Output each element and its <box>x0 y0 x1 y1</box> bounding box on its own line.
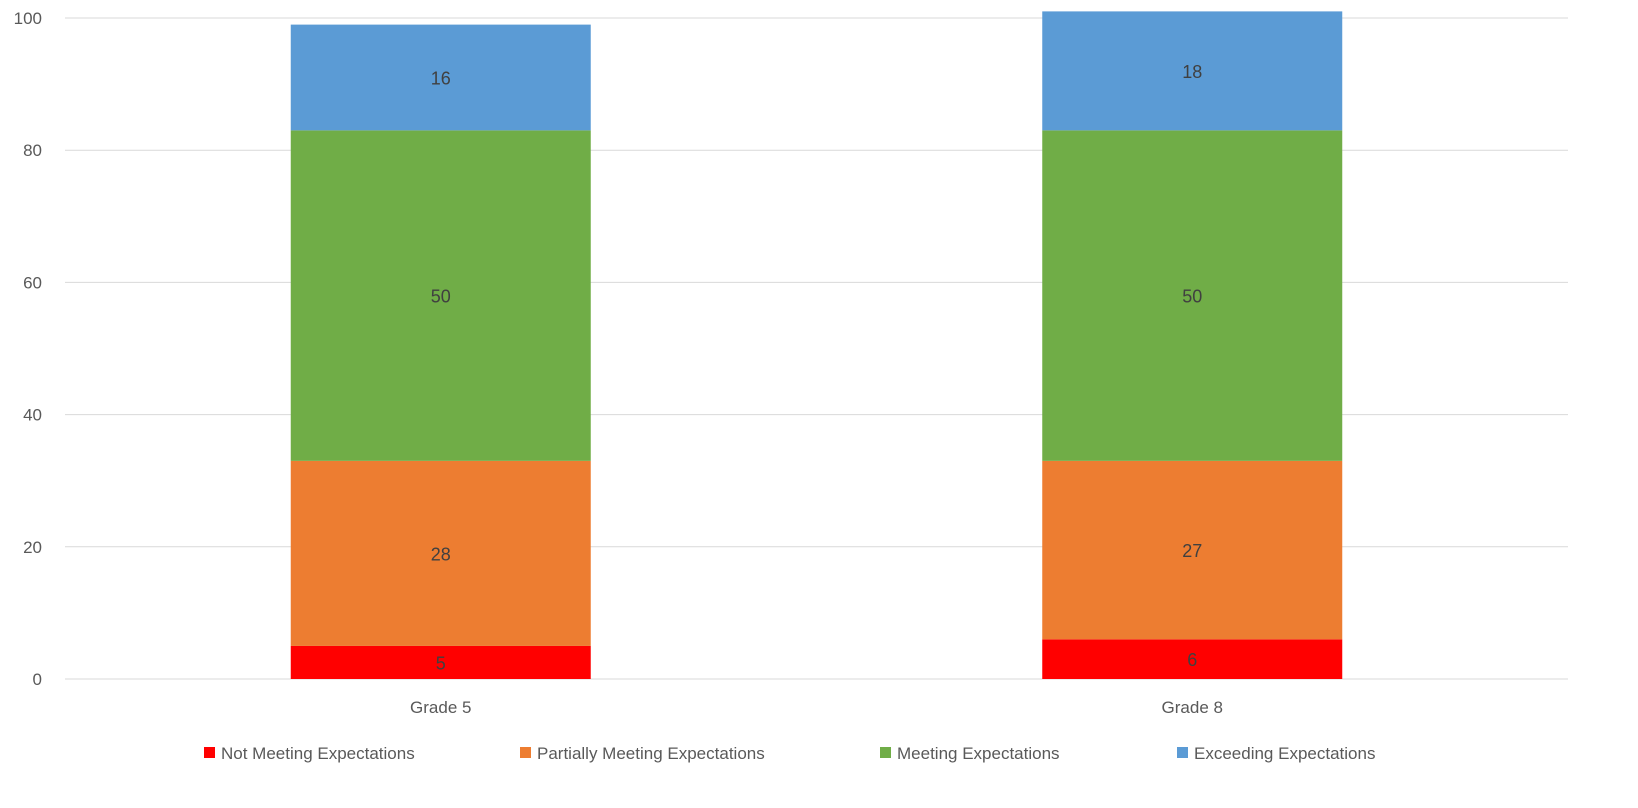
bar-segment <box>290 460 591 646</box>
data-label: 5 <box>436 653 446 673</box>
legend-swatch <box>204 747 215 758</box>
bar-segment <box>290 24 591 131</box>
y-tick-label: 20 <box>23 538 42 557</box>
legend: Not Meeting Expectations Partially Meetin… <box>204 744 1375 763</box>
y-tick-label: 60 <box>23 273 42 292</box>
legend-swatch <box>520 747 531 758</box>
y-tick-label: 100 <box>14 9 42 28</box>
data-label: 16 <box>431 68 451 88</box>
y-axis: 0 20 40 60 80 100 <box>14 9 42 689</box>
data-label: 28 <box>431 544 451 564</box>
bar-segment <box>1042 639 1343 679</box>
x-tick-label: Grade 5 <box>410 698 471 717</box>
x-tick-label: Grade 8 <box>1162 698 1223 717</box>
data-label: 50 <box>1182 287 1202 307</box>
bar-segment <box>1042 11 1343 131</box>
legend-label: Meeting Expectations <box>897 744 1060 763</box>
y-tick-label: 40 <box>23 406 42 425</box>
legend-swatch <box>1177 747 1188 758</box>
bars <box>290 11 1343 679</box>
data-labels: 5 28 50 16 6 27 50 18 <box>431 62 1203 674</box>
gridlines <box>65 17 1568 680</box>
bar-segment <box>290 130 591 461</box>
data-label: 50 <box>431 287 451 307</box>
data-label: 18 <box>1182 62 1202 82</box>
legend-swatch <box>880 747 891 758</box>
bar-segment <box>290 645 591 679</box>
y-tick-label: 0 <box>33 670 42 689</box>
x-axis: Grade 5 Grade 8 <box>410 698 1223 717</box>
y-tick-label: 80 <box>23 141 42 160</box>
data-label: 27 <box>1182 541 1202 561</box>
legend-label: Exceeding Expectations <box>1194 744 1375 763</box>
bar-segment <box>1042 460 1343 640</box>
data-label: 6 <box>1187 650 1197 670</box>
bar-segment <box>1042 130 1343 461</box>
legend-label: Partially Meeting Expectations <box>537 744 765 763</box>
legend-label: Not Meeting Expectations <box>221 744 415 763</box>
